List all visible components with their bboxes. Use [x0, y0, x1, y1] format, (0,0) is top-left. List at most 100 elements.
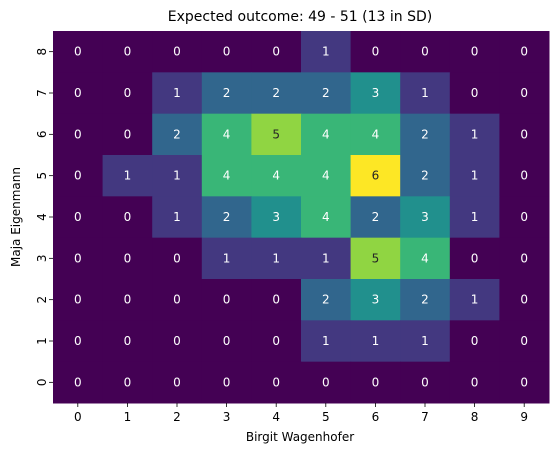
heatmap-cell [152, 279, 203, 321]
heatmap-cell [152, 237, 203, 280]
cell-value-label: 5 [272, 127, 280, 141]
cell-value-label: 0 [124, 45, 132, 59]
y-tick-label: 1 [35, 337, 49, 345]
heatmap-cell [102, 237, 153, 280]
heatmap-cell [350, 113, 401, 156]
heatmap-cell [449, 320, 500, 363]
x-tick-label: 8 [471, 410, 479, 424]
heatmap-cell [449, 361, 500, 404]
y-tick-label: 4 [35, 213, 49, 221]
heatmap-cell [350, 320, 401, 363]
heatmap-cell [201, 155, 252, 197]
heatmap-cell [449, 31, 500, 73]
cell-value-label: 1 [322, 334, 330, 348]
heatmap-cell [251, 196, 302, 239]
cell-value-label: 0 [272, 293, 280, 307]
cell-value-label: 4 [322, 127, 330, 141]
cell-value-label: 0 [272, 375, 280, 389]
cell-value-label: 0 [520, 210, 528, 224]
heatmap-cell [251, 31, 302, 73]
heatmap-cell [152, 72, 203, 115]
x-tick-label: 4 [272, 410, 280, 424]
cell-value-label: 0 [74, 210, 82, 224]
heatmap-cell [499, 237, 550, 280]
cell-value-label: 2 [322, 86, 330, 100]
y-axis-label: Maja Eigenmann [9, 167, 23, 267]
cell-value-label: 5 [372, 251, 380, 265]
heatmap-cell [152, 196, 203, 239]
heatmap-cell [449, 155, 500, 197]
cell-value-label: 0 [471, 251, 479, 265]
cell-value-label: 0 [322, 375, 330, 389]
cell-value-label: 3 [421, 210, 429, 224]
cell-value-label: 0 [124, 375, 132, 389]
heatmap-cell [499, 113, 550, 156]
heatmap-cell [301, 320, 352, 363]
heatmap-cell [251, 320, 302, 363]
cell-value-label: 1 [173, 86, 181, 100]
heatmap-cell [251, 113, 302, 156]
heatmap-cell [152, 320, 203, 363]
cell-value-label: 0 [471, 375, 479, 389]
heatmap-cell [102, 155, 153, 197]
cell-value-label: 0 [272, 45, 280, 59]
chart-title: Expected outcome: 49 - 51 (13 in SD) [168, 9, 432, 25]
heatmap-cell [301, 196, 352, 239]
heatmap-cell [400, 320, 451, 363]
heatmap-cell [102, 279, 153, 321]
heatmap-cell [350, 361, 401, 404]
cell-value-label: 0 [372, 375, 380, 389]
cell-value-label: 0 [124, 210, 132, 224]
heatmap-cell [400, 72, 451, 115]
cell-value-label: 1 [272, 251, 280, 265]
cell-value-label: 1 [173, 169, 181, 183]
y-tick-label: 0 [35, 379, 49, 387]
heatmap-cell [400, 155, 451, 197]
cell-value-label: 2 [421, 293, 429, 307]
cell-value-label: 0 [223, 375, 231, 389]
heatmap-cell [201, 113, 252, 156]
y-tick-label: 3 [35, 255, 49, 263]
heatmap-cell [499, 31, 550, 73]
heatmap-cell [449, 237, 500, 280]
heatmap-cell [301, 279, 352, 321]
x-tick-label: 1 [124, 410, 132, 424]
heatmap-cell [53, 196, 104, 239]
heatmap-cell [53, 237, 104, 280]
heatmap-cell [301, 155, 352, 197]
y-tick-label: 2 [35, 296, 49, 304]
cell-value-label: 1 [372, 334, 380, 348]
heatmap-cell [251, 237, 302, 280]
heatmap-cell [251, 279, 302, 321]
heatmap-cell [201, 196, 252, 239]
heatmap-cell [53, 113, 104, 156]
heatmap-cell [152, 113, 203, 156]
cell-value-label: 0 [173, 334, 181, 348]
heatmap-cell [499, 196, 550, 239]
cell-value-label: 0 [421, 375, 429, 389]
cell-value-label: 0 [173, 45, 181, 59]
cell-value-label: 2 [322, 293, 330, 307]
heatmap-cell [449, 279, 500, 321]
cell-value-label: 0 [74, 334, 82, 348]
heatmap-cell [152, 31, 203, 73]
cell-value-label: 4 [223, 169, 231, 183]
heatmap-cell [400, 279, 451, 321]
cell-value-label: 1 [471, 293, 479, 307]
heatmap-cell [400, 31, 451, 73]
cell-value-label: 0 [223, 334, 231, 348]
cell-value-label: 0 [74, 45, 82, 59]
cell-value-label: 2 [421, 127, 429, 141]
heatmap-cell [201, 72, 252, 115]
heatmap-cell [152, 361, 203, 404]
cell-value-label: 1 [322, 45, 330, 59]
heatmap-cell [499, 279, 550, 321]
heatmap-cell [301, 113, 352, 156]
x-tick-label: 2 [173, 410, 181, 424]
cell-value-label: 0 [223, 293, 231, 307]
cell-value-label: 0 [272, 334, 280, 348]
cell-value-label: 4 [272, 169, 280, 183]
x-tick-label: 7 [421, 410, 429, 424]
cell-value-label: 4 [322, 210, 330, 224]
